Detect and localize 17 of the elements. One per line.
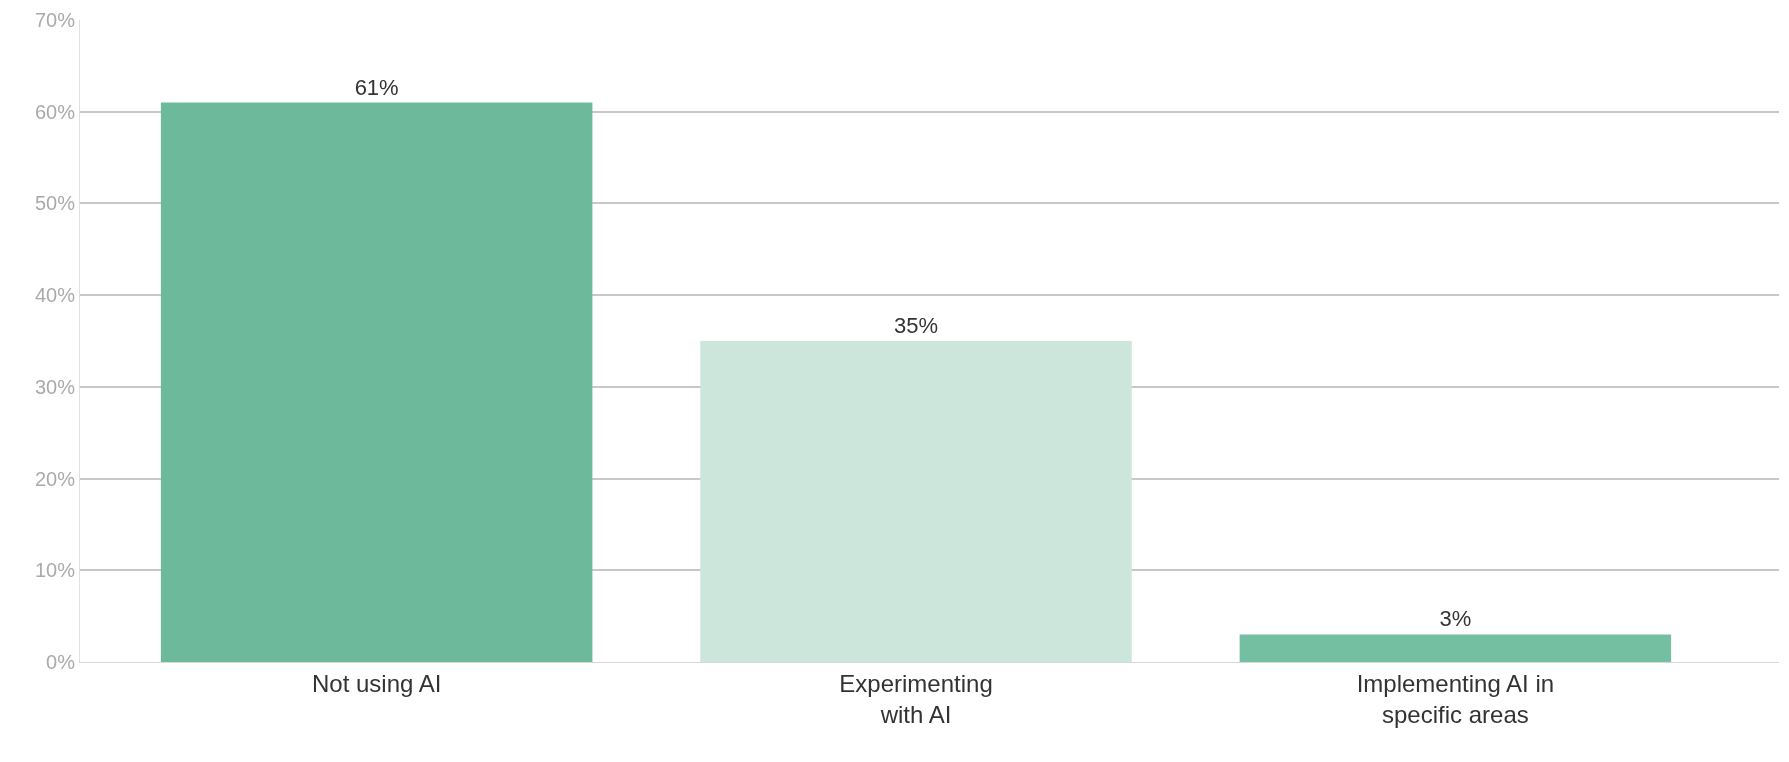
bar <box>160 102 593 662</box>
y-tick-label: 20% <box>34 467 76 490</box>
y-tick-label: 40% <box>34 284 76 307</box>
y-tick-label: 30% <box>34 375 76 398</box>
y-tick-label: 0% <box>46 651 76 673</box>
y-tick-label: 60% <box>34 100 76 123</box>
bar <box>1239 634 1672 662</box>
data-label: 35% <box>893 313 939 338</box>
x-tick-label: Implementing AI in specific areas <box>1356 669 1555 728</box>
x-tick-label: Experimenting with AI <box>839 669 993 728</box>
data-label: 3% <box>1439 606 1472 632</box>
y-tick-label: 50% <box>34 192 76 215</box>
x-tick-label: Not using AI <box>311 669 442 697</box>
y-tick-label: 70% <box>34 9 76 31</box>
bar <box>700 341 1132 662</box>
y-tick-label: 10% <box>34 559 76 582</box>
data-label: 61% <box>354 74 399 100</box>
